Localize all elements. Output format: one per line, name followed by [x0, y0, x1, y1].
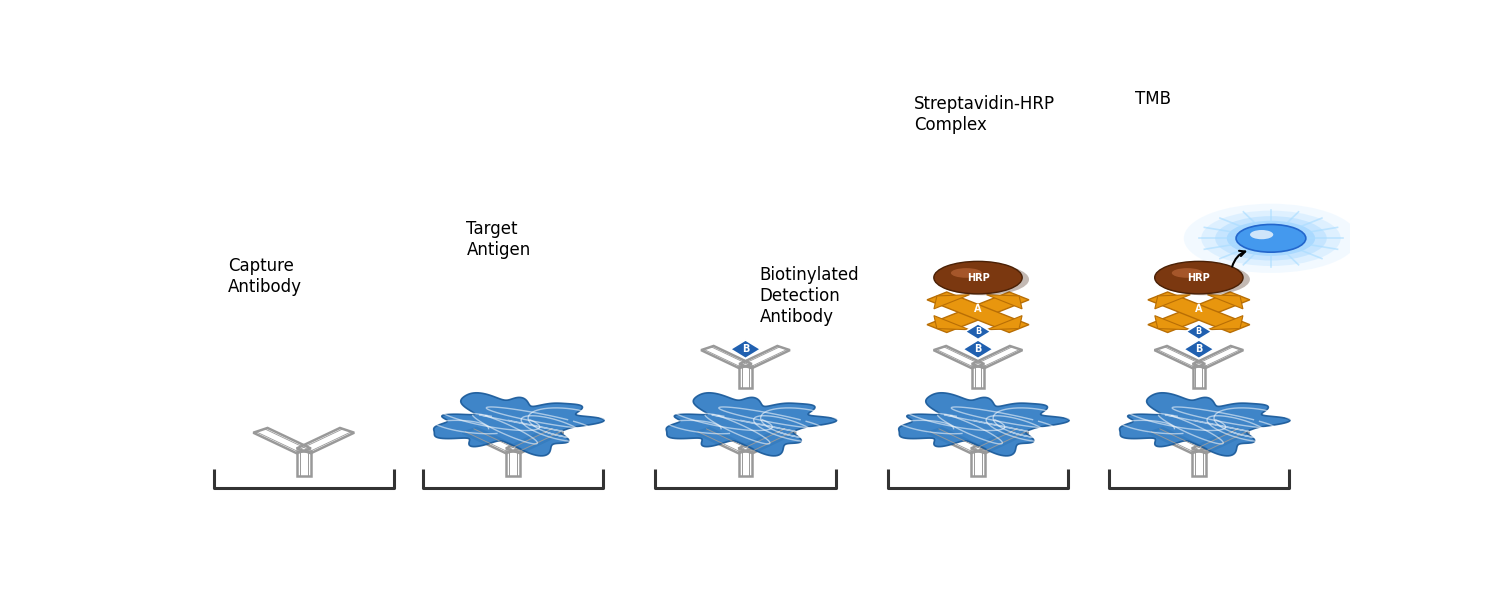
Polygon shape: [987, 316, 1022, 330]
Circle shape: [1236, 224, 1306, 252]
Polygon shape: [666, 393, 837, 456]
Polygon shape: [730, 340, 760, 358]
Ellipse shape: [936, 263, 1029, 295]
Polygon shape: [1208, 316, 1243, 330]
Ellipse shape: [1155, 262, 1244, 294]
Polygon shape: [927, 292, 1029, 332]
Text: Capture
Antibody: Capture Antibody: [228, 257, 302, 296]
Text: Target
Antigen: Target Antigen: [466, 220, 531, 259]
Polygon shape: [963, 340, 993, 358]
Circle shape: [1202, 211, 1341, 266]
Polygon shape: [964, 324, 992, 340]
Text: Biotinylated
Detection
Antibody: Biotinylated Detection Antibody: [759, 266, 859, 326]
Text: B: B: [975, 344, 981, 354]
Ellipse shape: [1156, 263, 1250, 295]
Polygon shape: [1155, 316, 1191, 330]
Circle shape: [1227, 221, 1316, 256]
Ellipse shape: [1172, 268, 1203, 278]
Text: HRP: HRP: [1188, 272, 1210, 283]
Circle shape: [1250, 230, 1274, 239]
Polygon shape: [934, 316, 969, 330]
Polygon shape: [898, 393, 1070, 456]
Text: B: B: [742, 344, 748, 354]
Polygon shape: [927, 292, 1029, 332]
Circle shape: [1215, 216, 1326, 260]
Text: TMB: TMB: [1136, 91, 1172, 109]
Polygon shape: [987, 295, 1022, 309]
Polygon shape: [1119, 393, 1290, 456]
Polygon shape: [1208, 295, 1243, 309]
Text: B: B: [1196, 327, 1202, 336]
Polygon shape: [1186, 324, 1212, 340]
Polygon shape: [433, 393, 604, 456]
Ellipse shape: [934, 262, 1022, 294]
Text: Streptavidin-HRP
Complex: Streptavidin-HRP Complex: [914, 95, 1054, 134]
Ellipse shape: [951, 268, 982, 278]
Polygon shape: [1148, 292, 1250, 332]
Text: A: A: [1196, 304, 1203, 314]
Polygon shape: [1184, 340, 1214, 358]
Text: A: A: [975, 304, 981, 314]
Polygon shape: [1148, 292, 1250, 332]
Polygon shape: [1155, 295, 1191, 309]
Text: HRP: HRP: [966, 272, 990, 283]
Polygon shape: [934, 295, 969, 309]
Circle shape: [1184, 203, 1358, 273]
Text: B: B: [1196, 344, 1203, 354]
Text: B: B: [975, 327, 981, 336]
